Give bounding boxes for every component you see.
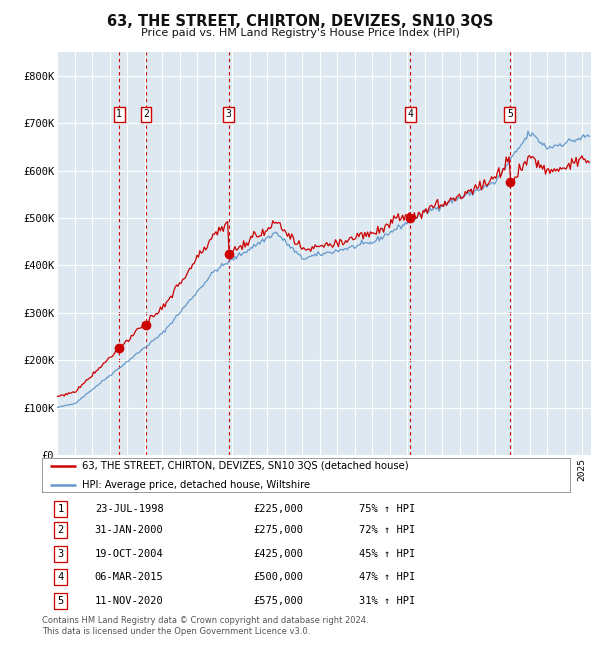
- Text: 1: 1: [116, 109, 122, 120]
- Text: 4: 4: [58, 572, 64, 582]
- Text: HPI: Average price, detached house, Wiltshire: HPI: Average price, detached house, Wilt…: [82, 480, 310, 489]
- Text: This data is licensed under the Open Government Licence v3.0.: This data is licensed under the Open Gov…: [42, 627, 310, 636]
- Text: 1: 1: [58, 504, 64, 514]
- Text: 5: 5: [58, 595, 64, 606]
- Text: 72% ↑ HPI: 72% ↑ HPI: [359, 525, 415, 536]
- Text: 2: 2: [58, 525, 64, 536]
- Text: 63, THE STREET, CHIRTON, DEVIZES, SN10 3QS (detached house): 63, THE STREET, CHIRTON, DEVIZES, SN10 3…: [82, 461, 408, 471]
- Text: 3: 3: [58, 549, 64, 559]
- Text: 31-JAN-2000: 31-JAN-2000: [95, 525, 164, 536]
- Text: 23-JUL-1998: 23-JUL-1998: [95, 504, 164, 514]
- Text: Contains HM Land Registry data © Crown copyright and database right 2024.: Contains HM Land Registry data © Crown c…: [42, 616, 368, 625]
- Text: 19-OCT-2004: 19-OCT-2004: [95, 549, 164, 559]
- Text: 75% ↑ HPI: 75% ↑ HPI: [359, 504, 415, 514]
- Text: 45% ↑ HPI: 45% ↑ HPI: [359, 549, 415, 559]
- Text: 31% ↑ HPI: 31% ↑ HPI: [359, 595, 415, 606]
- Text: £500,000: £500,000: [253, 572, 303, 582]
- Text: 3: 3: [226, 109, 232, 120]
- Text: £575,000: £575,000: [253, 595, 303, 606]
- Text: £425,000: £425,000: [253, 549, 303, 559]
- Text: 11-NOV-2020: 11-NOV-2020: [95, 595, 164, 606]
- Text: 4: 4: [407, 109, 413, 120]
- Text: Price paid vs. HM Land Registry's House Price Index (HPI): Price paid vs. HM Land Registry's House …: [140, 28, 460, 38]
- Text: 06-MAR-2015: 06-MAR-2015: [95, 572, 164, 582]
- Text: 47% ↑ HPI: 47% ↑ HPI: [359, 572, 415, 582]
- Text: £225,000: £225,000: [253, 504, 303, 514]
- Text: £275,000: £275,000: [253, 525, 303, 536]
- Text: 2: 2: [143, 109, 149, 120]
- Text: 63, THE STREET, CHIRTON, DEVIZES, SN10 3QS: 63, THE STREET, CHIRTON, DEVIZES, SN10 3…: [107, 14, 493, 29]
- Text: 5: 5: [507, 109, 512, 120]
